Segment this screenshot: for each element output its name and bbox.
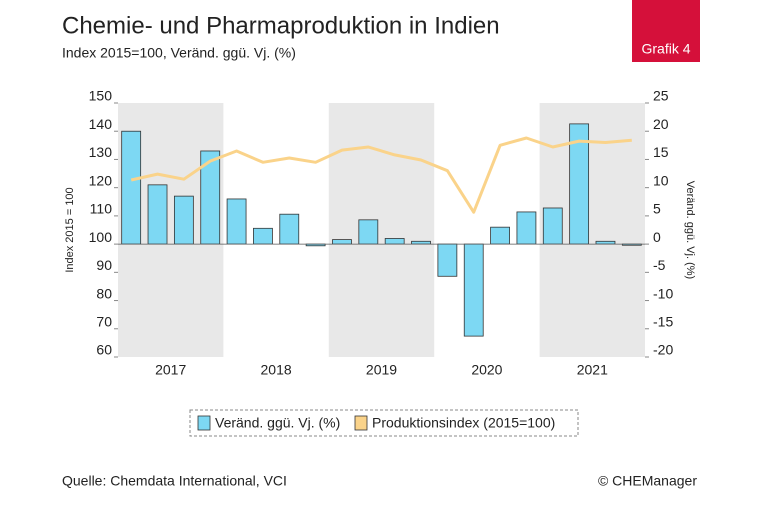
bar bbox=[147, 184, 168, 245]
legend-box bbox=[189, 409, 579, 437]
x-group-label: 2021 bbox=[577, 362, 608, 378]
bar bbox=[437, 243, 458, 277]
y-tick-label: 150 bbox=[89, 88, 113, 104]
legend-label: Produktionsindex (2015=100) bbox=[372, 415, 555, 431]
x-group-label: 2019 bbox=[366, 362, 397, 378]
bar bbox=[595, 240, 616, 245]
y-tick-label: 90 bbox=[96, 257, 112, 273]
bar bbox=[463, 243, 484, 337]
legend-swatch bbox=[197, 415, 211, 431]
bar bbox=[121, 130, 142, 245]
y2-tick-label: -10 bbox=[653, 285, 673, 301]
legend-swatch bbox=[354, 415, 368, 431]
bar bbox=[253, 227, 273, 245]
source: Quelle: Chemdata International, VCI bbox=[62, 473, 287, 489]
y2-tick-label: 0 bbox=[653, 229, 661, 245]
year-band bbox=[328, 103, 435, 357]
bar bbox=[490, 226, 510, 245]
bar bbox=[279, 213, 300, 245]
badge: Grafik 4 bbox=[641, 41, 690, 57]
y2-axis-title: Veränd. ggü. Vj. (%) bbox=[684, 181, 696, 279]
y2-tick-label: -15 bbox=[653, 313, 673, 329]
y2-tick-label: 15 bbox=[653, 144, 669, 160]
bar bbox=[358, 219, 379, 245]
y-tick-label: 110 bbox=[90, 201, 113, 217]
bar bbox=[384, 238, 405, 245]
chart-title: Chemie- und Pharmaproduktion in Indien bbox=[62, 12, 500, 39]
y-tick-label: 130 bbox=[89, 144, 113, 160]
x-group-label: 2018 bbox=[261, 362, 292, 378]
y-axis-title: Index 2015 = 100 bbox=[64, 187, 76, 272]
legend-label: Veränd. ggü. Vj. (%) bbox=[215, 415, 340, 431]
y-tick-label: 120 bbox=[89, 172, 113, 188]
copyright: © CHEManager bbox=[598, 473, 697, 489]
x-group-label: 2020 bbox=[471, 362, 502, 378]
y2-tick-label: 5 bbox=[653, 201, 661, 217]
x-group-label: 2017 bbox=[155, 362, 186, 378]
y-tick-label: 100 bbox=[89, 229, 113, 245]
bar bbox=[332, 239, 352, 245]
y2-tick-label: 10 bbox=[653, 172, 669, 188]
badge-box bbox=[632, 0, 700, 62]
bar bbox=[226, 198, 247, 245]
chart-subtitle: Index 2015=100, Veränd. ggü. Vj. (%) bbox=[62, 45, 296, 61]
y2-tick-label: -20 bbox=[653, 342, 673, 358]
y2-tick-label: 25 bbox=[653, 88, 669, 104]
line bbox=[130, 136, 632, 214]
bar bbox=[542, 207, 563, 245]
y2-tick-label: 20 bbox=[653, 116, 669, 132]
bar bbox=[173, 195, 194, 245]
y-tick-label: 80 bbox=[96, 285, 112, 301]
y-tick-label: 60 bbox=[96, 342, 112, 358]
y-tick-label: 70 bbox=[96, 313, 112, 329]
y-tick-label: 140 bbox=[89, 116, 113, 132]
y2-tick-label: -5 bbox=[653, 257, 666, 273]
bar bbox=[411, 240, 431, 245]
bar bbox=[516, 211, 537, 245]
